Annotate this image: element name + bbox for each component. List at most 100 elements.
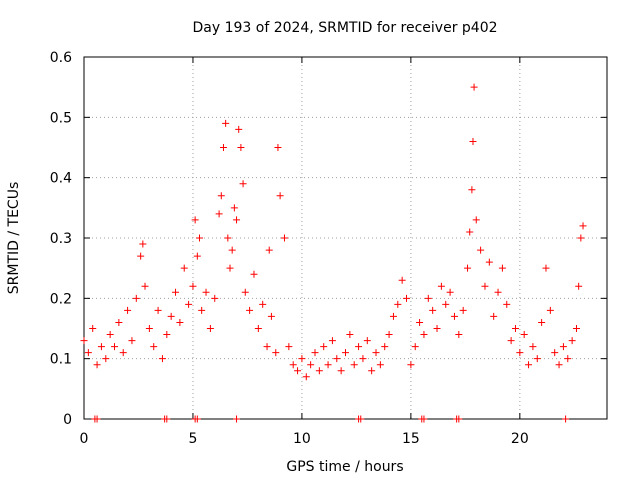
- data-point: [420, 415, 428, 423]
- data-point: [357, 415, 365, 423]
- data-point: [407, 361, 415, 369]
- data-point: [311, 349, 319, 357]
- data-point: [555, 361, 563, 369]
- data-points: [80, 83, 587, 423]
- data-point: [355, 343, 363, 351]
- data-point: [490, 312, 498, 320]
- data-point: [577, 234, 585, 242]
- y-tick-label: 0.4: [50, 171, 72, 187]
- data-point: [163, 415, 171, 423]
- data-point: [228, 246, 236, 254]
- data-point: [315, 367, 323, 375]
- data-point: [437, 282, 445, 290]
- data-point: [424, 294, 432, 302]
- data-point: [241, 288, 249, 296]
- data-point: [233, 216, 241, 224]
- data-point: [206, 325, 214, 332]
- data-point: [137, 252, 145, 260]
- data-point: [202, 288, 210, 296]
- data-point: [176, 318, 184, 326]
- data-point: [235, 125, 243, 133]
- data-point: [211, 294, 219, 302]
- data-point: [542, 264, 550, 272]
- data-point: [145, 325, 153, 332]
- data-point: [115, 318, 123, 326]
- data-point: [416, 318, 424, 326]
- y-tick-label: 0.1: [50, 352, 72, 368]
- data-point: [154, 306, 162, 314]
- data-point: [481, 282, 489, 290]
- data-point: [124, 306, 132, 314]
- axis-ticks: 0 0.1 0.2 0.3 0.4 0.5 0.6 0 5 10 15 20: [50, 50, 607, 447]
- data-point: [195, 234, 203, 242]
- data-point: [285, 343, 293, 351]
- data-point: [298, 355, 306, 363]
- data-point: [494, 288, 502, 296]
- data-point: [215, 210, 223, 218]
- data-point: [466, 228, 474, 236]
- x-tick-label: 15: [402, 431, 420, 447]
- data-point: [368, 367, 376, 375]
- data-point: [172, 288, 180, 296]
- data-point: [189, 282, 197, 290]
- data-point: [80, 337, 88, 345]
- data-point: [93, 415, 101, 423]
- data-point: [193, 252, 201, 260]
- data-point: [520, 331, 528, 339]
- data-point: [562, 415, 570, 423]
- data-point: [106, 331, 114, 339]
- data-point: [141, 282, 149, 290]
- data-point: [302, 373, 310, 381]
- data-point: [237, 144, 245, 151]
- data-point: [274, 144, 282, 151]
- x-tick-label: 5: [188, 431, 197, 447]
- data-point: [459, 306, 467, 314]
- data-point: [394, 300, 402, 308]
- data-point: [572, 325, 580, 332]
- y-tick-label: 0.3: [50, 231, 72, 247]
- data-point: [272, 349, 280, 357]
- data-point: [250, 270, 258, 278]
- data-point: [150, 343, 158, 351]
- data-point: [389, 312, 397, 320]
- x-axis-label: GPS time / hours: [286, 459, 403, 475]
- data-point: [93, 361, 101, 369]
- data-point: [559, 343, 567, 351]
- data-point: [342, 349, 349, 357]
- data-point: [198, 306, 206, 314]
- data-point: [294, 367, 302, 375]
- data-point: [551, 349, 559, 357]
- data-point: [477, 246, 485, 254]
- data-point: [263, 343, 271, 351]
- data-point: [464, 264, 472, 272]
- data-point: [217, 192, 225, 200]
- data-point: [163, 331, 171, 339]
- y-axis-label: SRMTID / TECUs: [6, 182, 22, 295]
- data-point: [111, 343, 119, 351]
- data-point: [226, 264, 234, 272]
- data-point: [219, 144, 227, 151]
- data-point: [446, 288, 454, 296]
- data-point: [328, 337, 336, 345]
- data-point: [485, 258, 493, 266]
- data-point: [359, 355, 367, 363]
- data-point: [337, 367, 345, 375]
- data-point: [158, 355, 166, 363]
- data-point: [191, 216, 199, 224]
- data-point: [468, 186, 476, 194]
- x-tick-label: 10: [293, 431, 311, 447]
- data-point: [411, 343, 419, 351]
- grid: [84, 57, 607, 419]
- data-point: [102, 355, 110, 363]
- data-point: [564, 355, 572, 363]
- data-point: [97, 343, 105, 351]
- data-point: [503, 300, 511, 308]
- data-point: [132, 294, 140, 302]
- data-point: [470, 83, 478, 91]
- y-tick-label: 0.2: [50, 291, 72, 307]
- data-point: [579, 222, 587, 230]
- data-point: [307, 361, 315, 369]
- data-point: [546, 306, 554, 314]
- y-tick-label: 0: [63, 412, 72, 428]
